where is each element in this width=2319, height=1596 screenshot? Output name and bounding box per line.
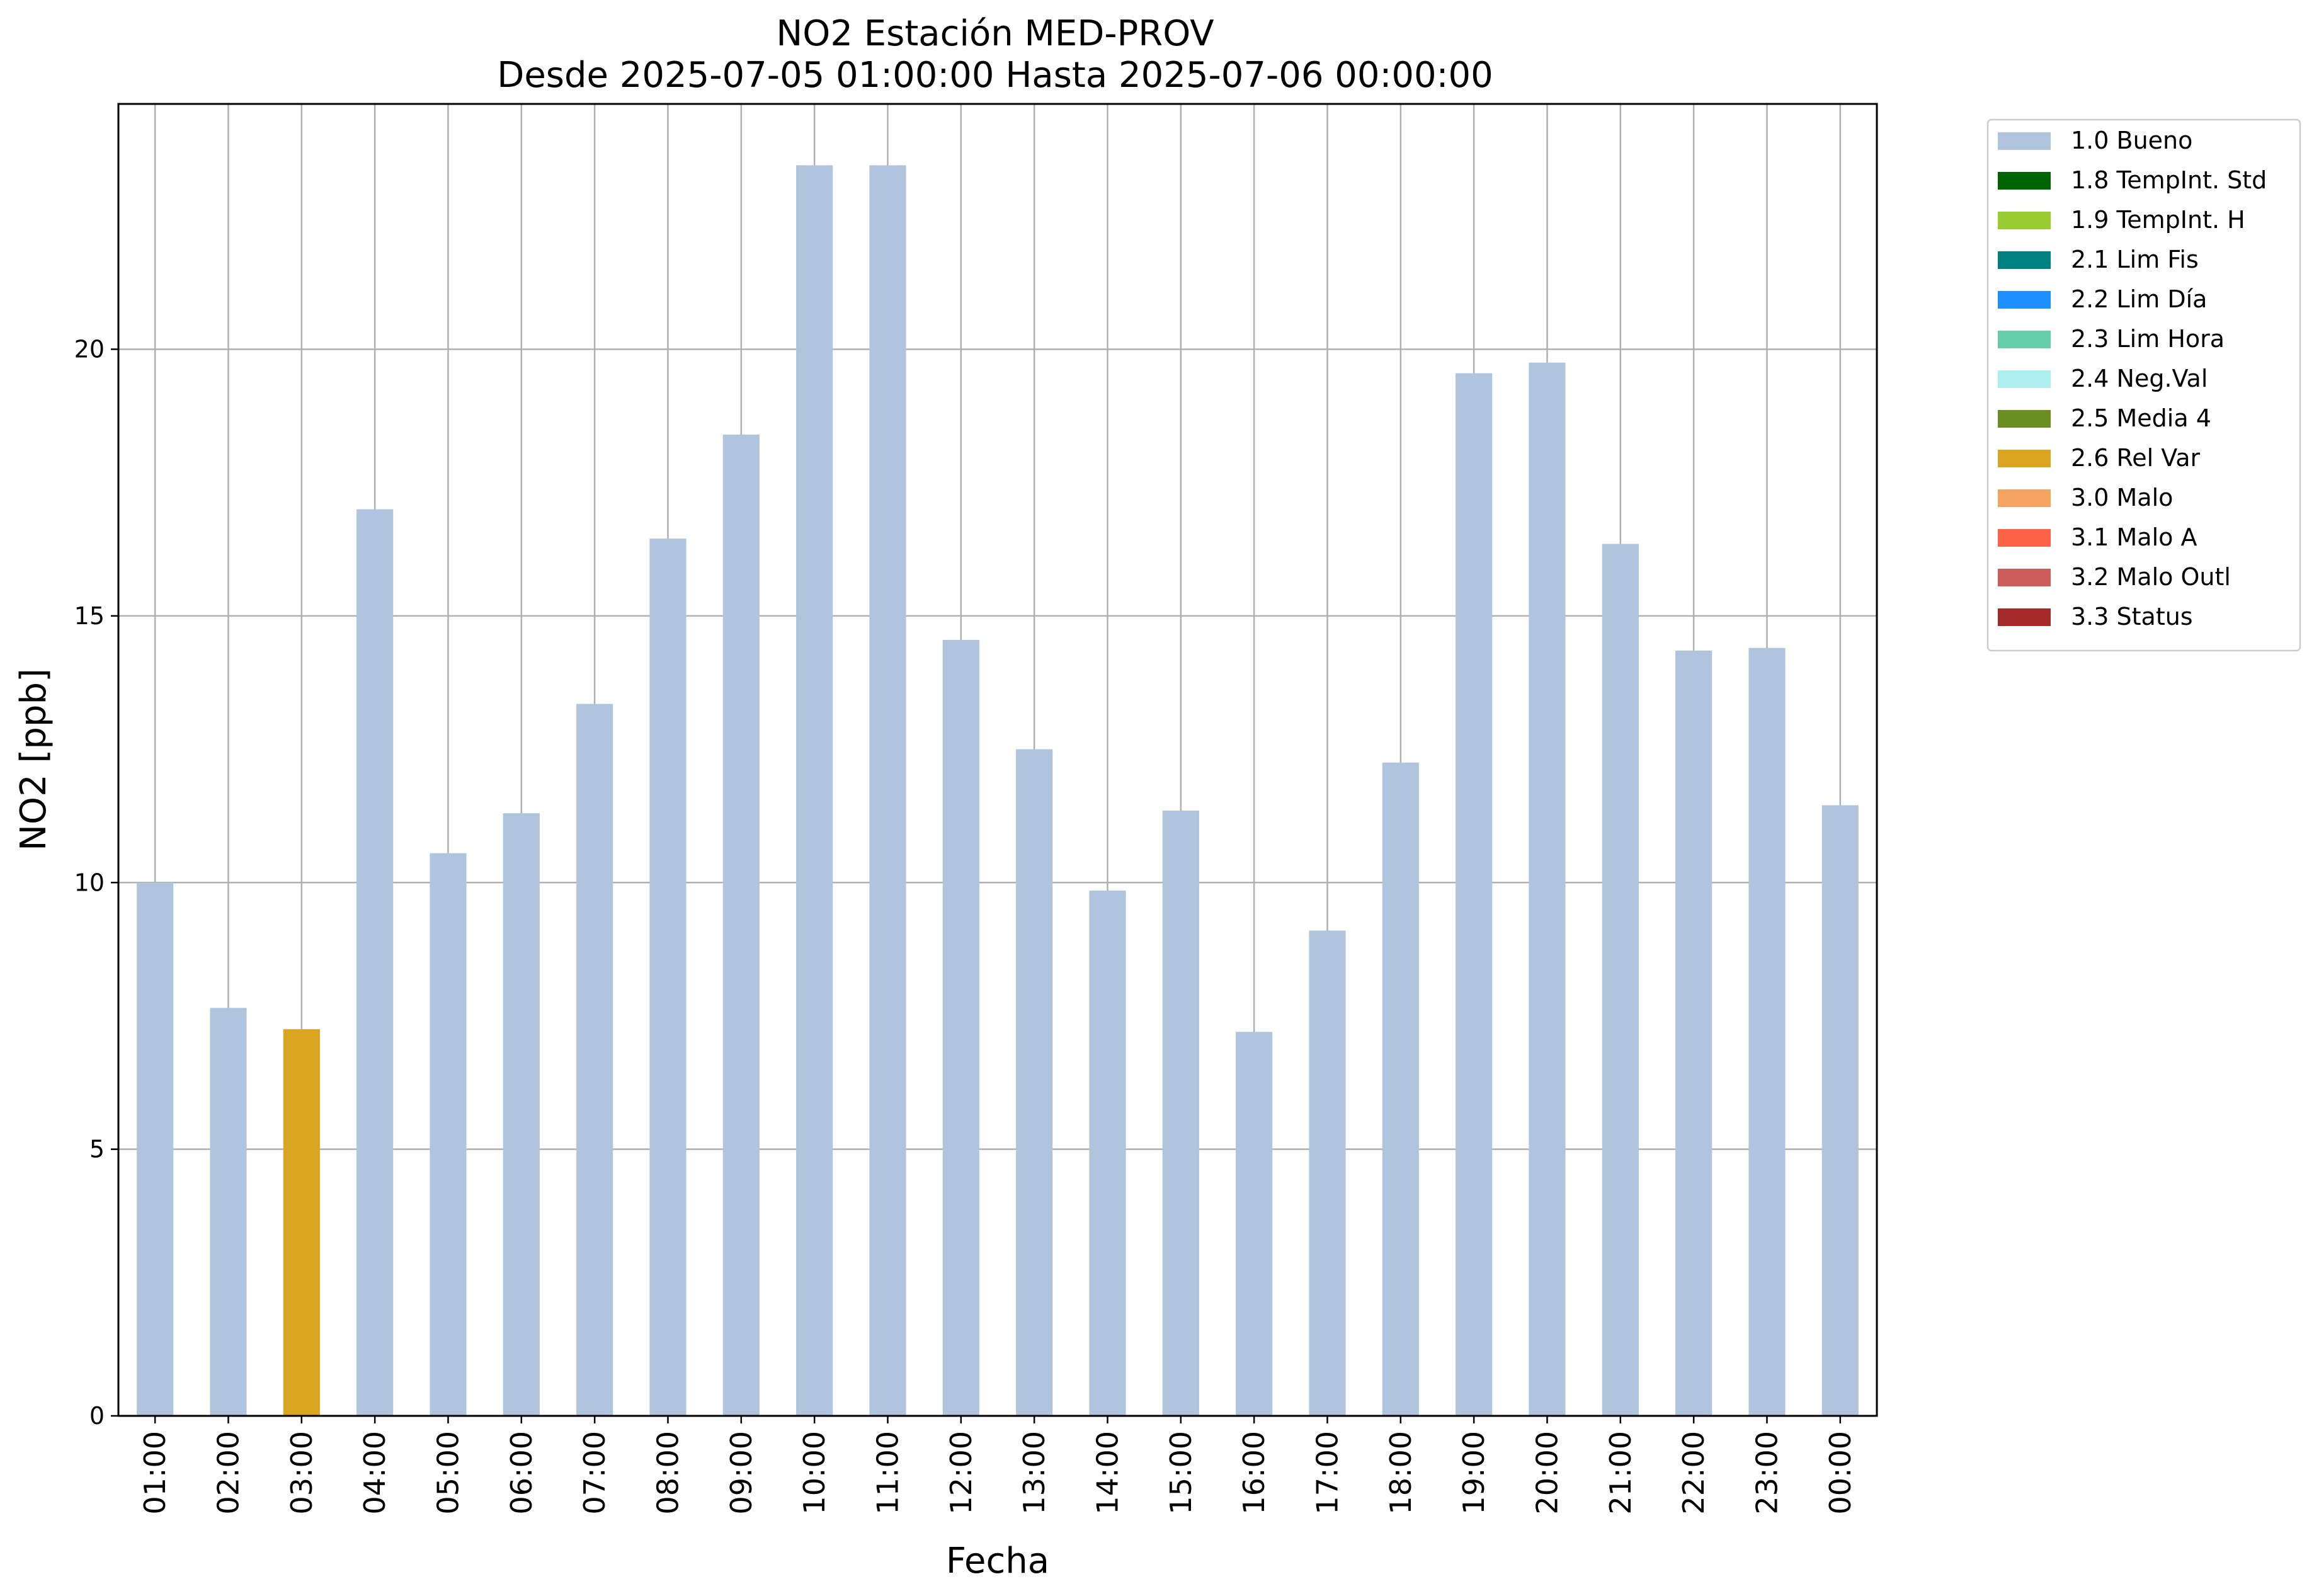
- x-tick-label: 10:00: [797, 1431, 831, 1515]
- bar-1400: [1089, 890, 1126, 1416]
- legend-entry-label: 2.5 Media 4: [2071, 404, 2211, 432]
- chart-subtitle: Desde 2025-07-05 01:00:00 Hasta 2025-07-…: [497, 55, 1493, 96]
- legend-swatch: [1998, 529, 2051, 547]
- legend-swatch: [1998, 172, 2051, 190]
- legend-entry-label: 2.4 Neg.Val: [2071, 365, 2208, 392]
- legend-swatch: [1998, 608, 2051, 626]
- bar-1700: [1309, 930, 1346, 1416]
- x-tick-label: 12:00: [944, 1431, 978, 1515]
- x-axis-label: Fecha: [946, 1541, 1049, 1582]
- bar-1900: [1456, 373, 1493, 1416]
- legend-swatch: [1998, 291, 2051, 309]
- y-tick-label: 15: [74, 602, 105, 630]
- legend-entry-label: 2.2 Lim Día: [2071, 285, 2207, 313]
- chart-title: NO2 Estación MED-PROV: [776, 13, 1214, 54]
- legend-swatch: [1998, 489, 2051, 507]
- legend-entry-label: 2.1 Lim Fis: [2071, 246, 2199, 273]
- bar-1300: [1016, 749, 1053, 1416]
- legend-entry-label: 1.9 TempInt. H: [2071, 206, 2245, 234]
- legend: 1.0 Bueno 1.8 TempInt. Std 1.9 TempInt. H 2…: [1986, 118, 2301, 652]
- bar-0500: [430, 853, 467, 1416]
- y-tick-label: 0: [89, 1402, 105, 1430]
- bar-0600: [503, 813, 540, 1416]
- legend-entry-label: 3.3 Status: [2071, 603, 2193, 630]
- bar-2000: [1529, 362, 1566, 1416]
- legend-entry-label: 3.1 Malo A: [2071, 523, 2197, 551]
- x-tick-label: 17:00: [1311, 1431, 1345, 1515]
- legend-entry-label: 1.0 Bueno: [2071, 127, 2192, 154]
- plot-frame: [117, 103, 1878, 1417]
- x-tick-label: 23:00: [1750, 1431, 1784, 1515]
- x-tick-label: 14:00: [1091, 1431, 1125, 1515]
- bars: [137, 165, 1859, 1416]
- bar-2200: [1675, 650, 1712, 1416]
- bar-0000: [1821, 805, 1859, 1416]
- x-tick-label: 07:00: [578, 1431, 612, 1515]
- bar-0300: [283, 1029, 320, 1416]
- y-tick-label: 5: [89, 1136, 105, 1163]
- legend-entry-label: 2.3 Lim Hora: [2071, 325, 2225, 353]
- bar-1000: [796, 165, 833, 1416]
- bar-2300: [1748, 647, 1786, 1416]
- legend-swatch: [1998, 569, 2051, 586]
- bar-1800: [1382, 762, 1419, 1416]
- x-tick-label: 19:00: [1457, 1431, 1491, 1515]
- x-tick-label: 13:00: [1017, 1431, 1051, 1515]
- bar-0200: [210, 1008, 247, 1416]
- y-axis-label: NO2 [ppb]: [13, 668, 54, 851]
- bar-0400: [356, 509, 394, 1416]
- bar-0900: [722, 434, 760, 1416]
- legend-entry-label: 3.0 Malo: [2071, 484, 2173, 511]
- legend-swatch: [1998, 251, 2051, 269]
- bar-1600: [1236, 1032, 1273, 1416]
- y-axis-ticks: 0 5 10 15 20: [74, 336, 118, 1430]
- bar-1200: [942, 639, 979, 1416]
- x-tick-label: 08:00: [651, 1431, 685, 1515]
- bar-2100: [1602, 544, 1639, 1416]
- legend-swatch: [1998, 331, 2051, 348]
- x-tick-label: 22:00: [1677, 1431, 1711, 1515]
- x-tick-label: 11:00: [871, 1431, 905, 1515]
- x-tick-label: 15:00: [1164, 1431, 1198, 1515]
- y-tick-label: 20: [74, 336, 105, 363]
- legend-swatch: [1998, 410, 2051, 428]
- legend-swatch: [1998, 212, 2051, 229]
- legend-entry-label: 2.6 Rel Var: [2071, 444, 2201, 472]
- bar-0100: [137, 882, 174, 1416]
- bar-1100: [869, 165, 906, 1416]
- legend-swatch: [1998, 370, 2051, 388]
- x-tick-label: 20:00: [1530, 1431, 1564, 1515]
- legend-entry-label: 3.2 Malo Outl: [2071, 563, 2231, 591]
- x-tick-label: 00:00: [1823, 1431, 1857, 1515]
- x-tick-label: 09:00: [724, 1431, 758, 1515]
- bar-0700: [576, 704, 613, 1416]
- x-tick-label: 06:00: [504, 1431, 538, 1515]
- x-tick-label: 05:00: [431, 1431, 465, 1515]
- bar-1500: [1162, 810, 1199, 1416]
- x-tick-label: 02:00: [212, 1431, 246, 1515]
- x-tick-label: 03:00: [285, 1431, 319, 1515]
- x-axis-ticks: 01:00 02:00 03:00 04:00 05:00 06:00 07:00 08:00…: [138, 1416, 1857, 1515]
- legend-swatch: [1998, 132, 2051, 150]
- x-tick-label: 16:00: [1237, 1431, 1271, 1515]
- legend-entry-label: 1.8 TempInt. Std: [2071, 166, 2267, 194]
- x-tick-label: 21:00: [1604, 1431, 1638, 1515]
- x-tick-label: 04:00: [358, 1431, 392, 1515]
- x-tick-label: 01:00: [138, 1431, 172, 1515]
- legend-swatch: [1998, 450, 2051, 467]
- bar-0800: [649, 539, 687, 1416]
- x-tick-label: 18:00: [1384, 1431, 1418, 1515]
- y-tick-label: 10: [74, 869, 105, 896]
- legend-frame: [1986, 118, 2301, 652]
